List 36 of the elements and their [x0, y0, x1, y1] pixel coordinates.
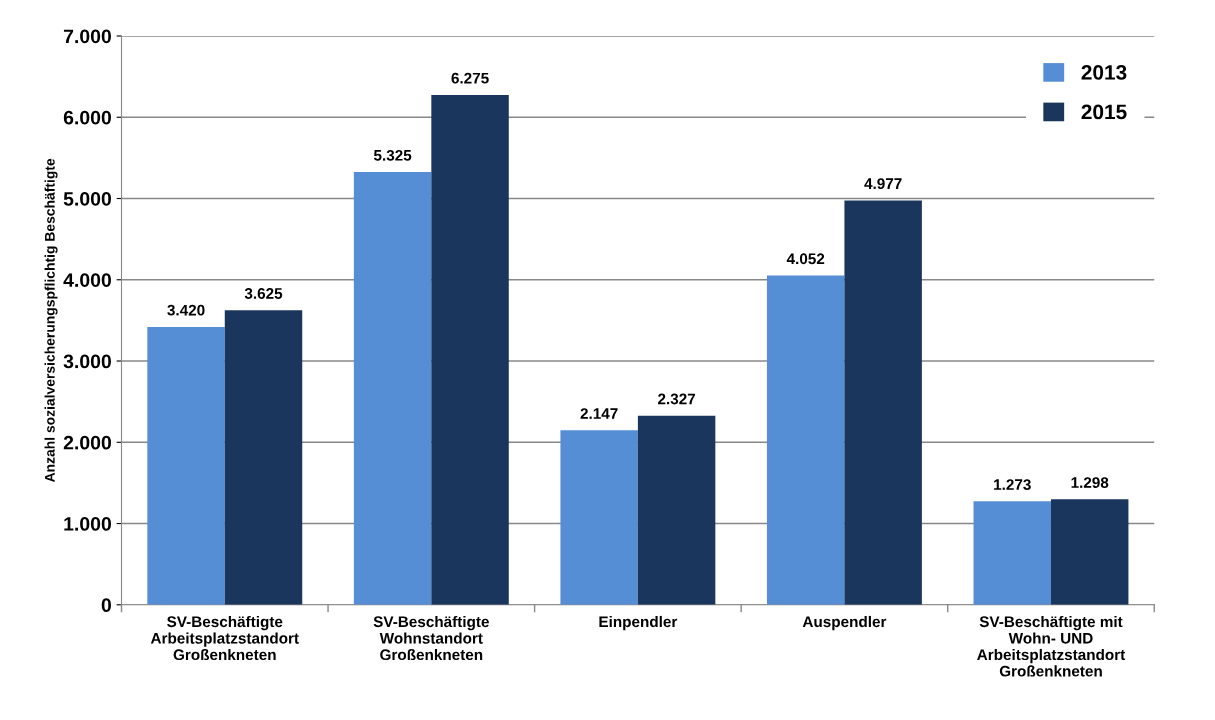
bar	[766, 275, 845, 605]
bar	[1050, 499, 1129, 605]
bar	[637, 415, 716, 605]
x-tick-label: Auspendler	[802, 615, 887, 631]
x-tick-label: SV-Beschäftigte Wohnstandort Großenkneten	[373, 615, 489, 661]
data-label: 5.325	[373, 149, 412, 161]
data-label: 1.273	[994, 479, 1031, 491]
y-tick-label: 5.000	[63, 191, 111, 206]
bar	[560, 430, 638, 605]
data-label: 3.420	[167, 304, 205, 316]
bar	[353, 172, 432, 605]
x-tick-label: SV-Beschäftigte mit Wohn- UND Arbeitsplatzstandort Großenkneten	[977, 615, 1126, 677]
legend-label: 2015	[1081, 104, 1127, 120]
y-tick-label: 1.000	[64, 517, 111, 531]
bar	[431, 94, 509, 605]
data-label: 4.052	[786, 253, 825, 265]
data-label: 2.327	[658, 393, 696, 405]
x-tick-label: Einpendler	[599, 615, 678, 631]
legend-label: 2013	[1081, 64, 1127, 80]
y-axis-title: Anzahl sozialversicherungspflichtig Beschäftigte	[44, 158, 58, 483]
bar	[224, 310, 303, 605]
data-label: 2.147	[580, 408, 618, 419]
y-tick-label: 2.000	[63, 435, 111, 450]
y-tick-label: 7.000	[63, 29, 111, 44]
data-label: 3.625	[244, 288, 283, 299]
x-tick-label: SV-Beschäftigte Arbeitsplatzstandort Großenkneten	[150, 615, 299, 661]
y-tick-label: 4.000	[63, 273, 111, 288]
data-label: 6.275	[451, 72, 489, 84]
y-tick-label: 0	[101, 598, 111, 613]
bar	[844, 200, 922, 605]
y-tick-label: 3.000	[63, 354, 111, 369]
data-label: 1.298	[1071, 477, 1109, 488]
y-tick-label: 6.000	[63, 110, 111, 125]
bar	[147, 326, 225, 605]
data-label: 4.977	[864, 178, 902, 190]
bar	[973, 501, 1051, 605]
